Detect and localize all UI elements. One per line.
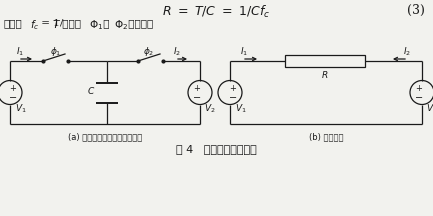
Text: $V_1$: $V_1$ — [15, 103, 27, 115]
Text: 是信号: 是信号 — [59, 18, 84, 28]
Text: 的频率。: 的频率。 — [125, 18, 153, 28]
Text: (b) 连续电阻: (b) 连续电阻 — [309, 132, 343, 141]
Text: +: + — [194, 84, 200, 93]
Text: $\Phi_1$: $\Phi_1$ — [89, 18, 103, 32]
Text: $R$: $R$ — [321, 69, 329, 80]
Text: +: + — [10, 84, 16, 93]
Text: $I_1$: $I_1$ — [16, 45, 24, 57]
Text: $I_1$: $I_1$ — [240, 45, 248, 57]
Text: 图 4   一种电阻模拟方法: 图 4 一种电阻模拟方法 — [176, 144, 256, 154]
Text: +: + — [416, 84, 423, 93]
Text: (3): (3) — [407, 4, 425, 17]
Text: +: + — [229, 84, 236, 93]
Bar — [285, 55, 365, 67]
Text: $I_2$: $I_2$ — [403, 45, 411, 57]
Text: = 1/: = 1/ — [38, 18, 63, 27]
Text: −: − — [229, 92, 237, 103]
Text: −: − — [193, 92, 201, 103]
Text: $\phi_2$: $\phi_2$ — [143, 45, 154, 58]
Text: $V_1$: $V_1$ — [235, 103, 247, 115]
Text: $\phi_1$: $\phi_1$ — [50, 45, 61, 58]
Text: −: − — [9, 92, 17, 103]
Text: (a) 并联开关电容电阻原理电路: (a) 并联开关电容电阻原理电路 — [68, 132, 142, 141]
Text: 其中，: 其中， — [3, 18, 22, 28]
Text: $V_2$: $V_2$ — [204, 103, 216, 115]
Text: $T$: $T$ — [52, 18, 61, 30]
Text: 和: 和 — [100, 18, 113, 28]
Text: −: − — [415, 92, 423, 103]
Text: $f_c$: $f_c$ — [30, 18, 39, 32]
Text: $I_2$: $I_2$ — [173, 45, 181, 57]
Text: $V_2$: $V_2$ — [426, 103, 433, 115]
Text: $C$: $C$ — [87, 86, 95, 97]
Text: $R\ =\ T/C\ =\ 1/Cf_c$: $R\ =\ T/C\ =\ 1/Cf_c$ — [162, 4, 270, 20]
Text: $\Phi_2$: $\Phi_2$ — [114, 18, 128, 32]
